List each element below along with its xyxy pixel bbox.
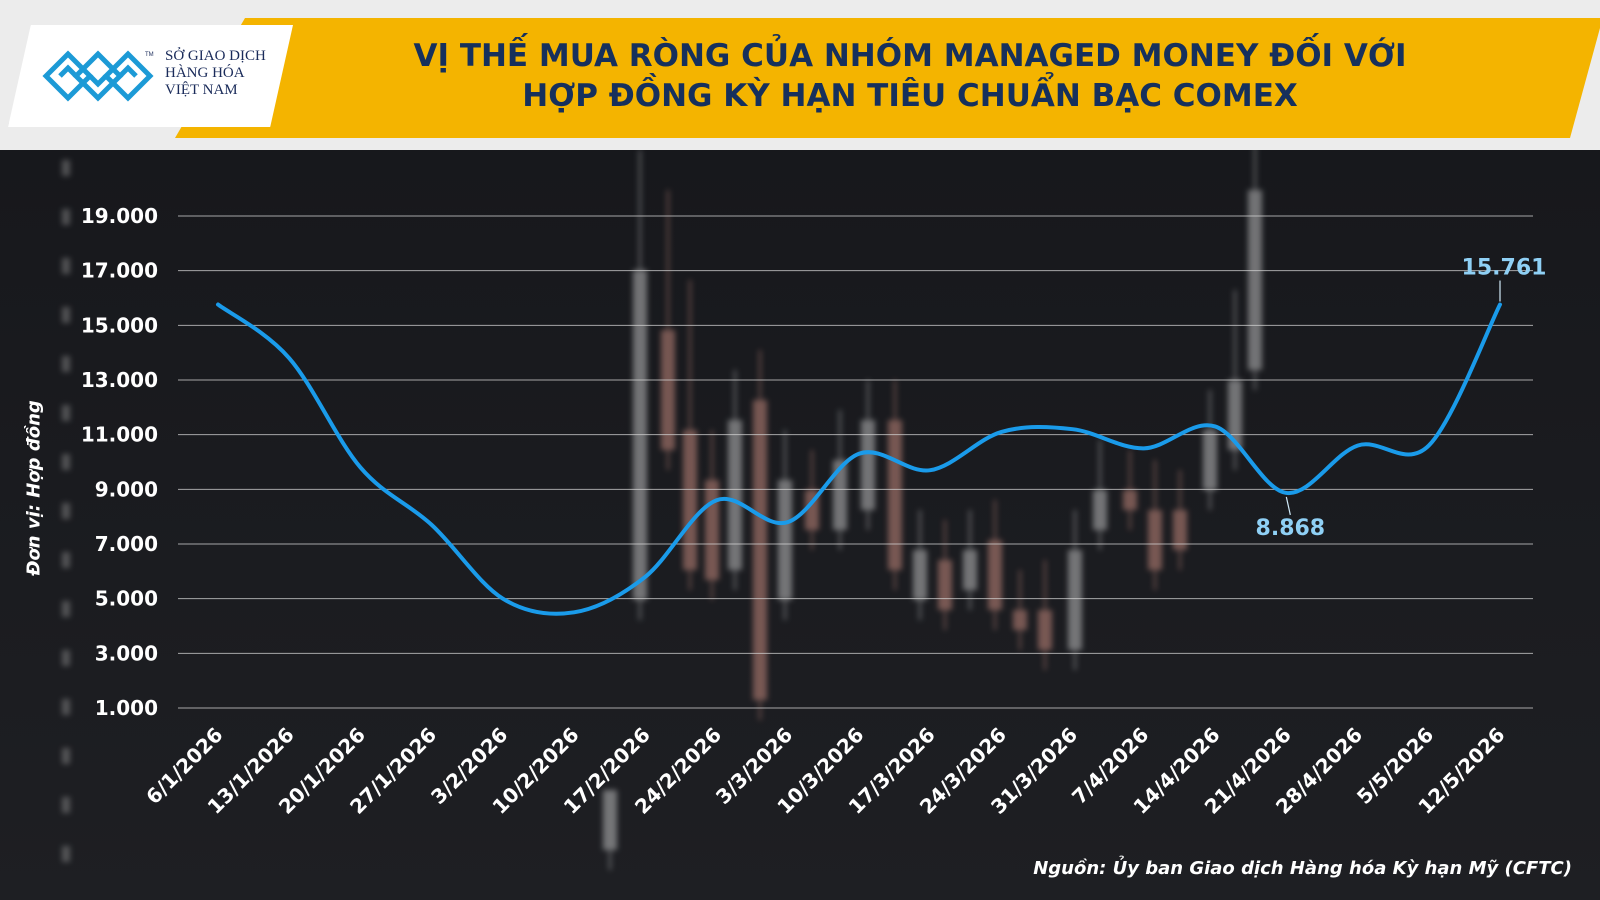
- y-tick-label: 5.000: [95, 587, 158, 611]
- title-line-1: VỊ THẾ MUA RÒNG CỦA NHÓM MANAGED MONEY Đ…: [413, 38, 1407, 74]
- deco-candle-body: [1228, 380, 1242, 450]
- series-line: [216, 302, 1502, 616]
- data-point: [501, 597, 505, 601]
- data-point: [358, 465, 362, 469]
- logo-tm-mark: TM: [145, 52, 154, 58]
- deco-candle-body: [705, 480, 719, 580]
- deco-candle-body: [938, 560, 952, 610]
- data-point: [430, 523, 434, 527]
- deco-candle-body: [1068, 550, 1082, 650]
- data-point: [857, 452, 861, 456]
- deco-candle-body: [888, 420, 902, 570]
- deco-candle-body: [728, 420, 742, 570]
- background-candles-decoration: [62, 150, 1262, 870]
- deco-axis-mark: [62, 454, 70, 470]
- deco-axis-mark: [62, 846, 70, 862]
- deco-axis-mark: [62, 748, 70, 764]
- logo-line-2: HÀNG HÓA: [165, 65, 245, 81]
- y-tick-label: 15.000: [81, 313, 158, 337]
- annotation-leader: [1285, 496, 1291, 516]
- data-point: [999, 430, 1003, 434]
- deco-candle-body: [603, 790, 617, 850]
- deco-candle-body: [1093, 490, 1107, 530]
- deco-candle-body: [1248, 190, 1262, 370]
- y-tick-label: 17.000: [81, 259, 158, 283]
- data-point: [216, 303, 220, 307]
- data-point: [1071, 427, 1075, 431]
- deco-axis-mark: [62, 160, 70, 176]
- deco-candle-body: [1013, 610, 1027, 630]
- annotation-label: 15.761: [1462, 256, 1547, 281]
- deco-axis-mark: [62, 650, 70, 666]
- deco-candle-body: [661, 330, 675, 450]
- deco-axis-mark: [62, 503, 70, 519]
- data-point: [287, 356, 291, 360]
- deco-axis-mark: [62, 405, 70, 421]
- deco-axis-mark: [62, 797, 70, 813]
- y-tick-label: 9.000: [95, 477, 158, 501]
- grid-lines: [178, 215, 1533, 709]
- logo-line-3: VIỆT NAM: [165, 82, 238, 98]
- source-note: Nguồn: Ủy ban Giao dịch Hàng hóa Kỳ hạn …: [1033, 858, 1572, 879]
- deco-candle-body: [778, 480, 792, 600]
- y-tick-label: 13.000: [81, 368, 158, 392]
- data-point: [643, 575, 647, 579]
- annotation-label: 8.868: [1256, 516, 1326, 541]
- data-point: [1142, 446, 1146, 450]
- y-axis-ticks: 1.000 3.000 5.000 7.000 9.000 11.000 13.000 15.…: [81, 204, 158, 720]
- data-point: [572, 610, 576, 614]
- exchange-logo-icon: TM: [42, 50, 154, 102]
- annotations-layer: 15.761 8.868: [1256, 256, 1547, 541]
- series-layer: [216, 302, 1502, 616]
- y-tick-label: 7.000: [95, 532, 158, 556]
- y-tick-label: 19.000: [81, 204, 158, 228]
- deco-candle-body: [963, 550, 977, 590]
- deco-axis-mark: [62, 307, 70, 323]
- y-tick-label: 11.000: [81, 423, 158, 447]
- chart-title: VỊ THẾ MUA RÒNG CỦA NHÓM MANAGED MONEY Đ…: [340, 36, 1480, 116]
- header: TM SỞ GIAO DỊCH HÀNG HÓA VIỆT NAM VỊ THẾ…: [0, 0, 1600, 150]
- deco-candle-body: [1203, 430, 1217, 490]
- x-axis-ticks: 6/1/202613/1/202620/1/202627/1/20263/2/2…: [141, 723, 1509, 819]
- deco-candle-body: [833, 460, 847, 530]
- y-axis-label: Đơn vị: Hợp đồng: [23, 400, 45, 576]
- deco-axis-mark: [62, 552, 70, 568]
- deco-candle-body: [683, 430, 697, 570]
- deco-candle-body: [988, 540, 1002, 610]
- line-chart: 1.000 3.000 5.000 7.000 9.000 11.000 13.000 15.…: [62, 150, 1547, 870]
- data-point: [928, 468, 932, 472]
- deco-candle-body: [1038, 610, 1052, 650]
- logo-line-1: SỞ GIAO DỊCH: [165, 48, 266, 64]
- data-point: [1427, 444, 1431, 448]
- deco-axis-mark: [62, 356, 70, 372]
- title-band: [175, 18, 1600, 138]
- y-tick-label: 1.000: [95, 696, 158, 720]
- deco-candle-body: [1148, 510, 1162, 570]
- deco-axis-mark: [62, 258, 70, 274]
- y-tick-label: 3.000: [95, 641, 158, 665]
- deco-candle-body: [1123, 490, 1137, 510]
- data-point: [1284, 491, 1288, 495]
- title-line-2: HỢP ĐỒNG KỲ HẠN TIÊU CHUẨN BẠC COMEX: [522, 78, 1298, 114]
- data-point: [1498, 303, 1502, 307]
- deco-candle-body: [861, 420, 875, 510]
- deco-axis-mark: [62, 699, 70, 715]
- data-point: [786, 520, 790, 524]
- deco-candle-body: [1173, 510, 1187, 550]
- chart-area: 1.000 3.000 5.000 7.000 9.000 11.000 13.000 15.…: [0, 150, 1600, 900]
- deco-axis-mark: [62, 601, 70, 617]
- logo-text: SỞ GIAO DỊCH HÀNG HÓA VIỆT NAM: [165, 48, 266, 99]
- data-point: [1356, 444, 1360, 448]
- deco-axis-mark: [62, 209, 70, 225]
- deco-candle-body: [913, 550, 927, 600]
- deco-candle-body: [753, 400, 767, 700]
- data-point: [715, 498, 719, 502]
- data-point: [1213, 424, 1217, 428]
